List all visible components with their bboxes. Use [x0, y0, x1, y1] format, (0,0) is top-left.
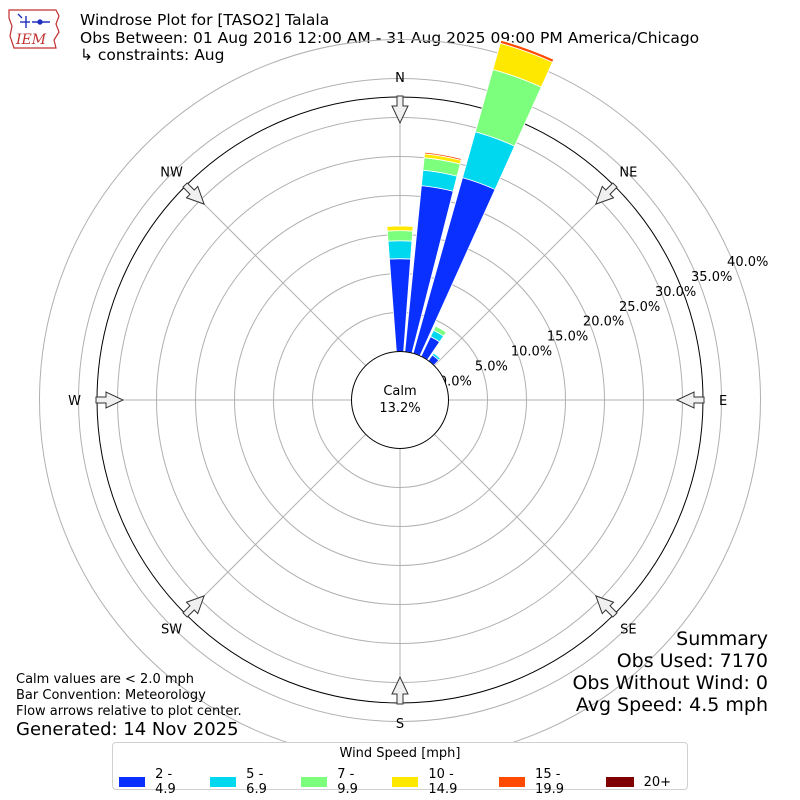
compass-label-NE: NE: [619, 166, 637, 181]
legend-item: 15 - 19.9: [498, 767, 590, 797]
spoke-line: [185, 185, 367, 367]
note-flow-arrows: Flow arrows relative to plot center.: [16, 704, 242, 719]
legend-swatch: [392, 777, 419, 787]
legend-label: 20+: [643, 774, 671, 790]
obs-range: Obs Between: 01 Aug 2016 12:00 AM - 31 A…: [80, 29, 700, 47]
flow-arrow-W: [95, 391, 125, 409]
radial-tick-label: 5.0%: [475, 360, 508, 375]
compass-label-SE: SE: [620, 622, 636, 637]
legend-item: 2 - 4.9: [119, 767, 194, 797]
radial-tick-label: 40.0%: [727, 255, 768, 270]
legend: Wind Speed [mph] 2 - 4.9 5 - 6.9 7 - 9.9 10…: [112, 742, 688, 797]
flow-arrow-SW: [182, 595, 205, 618]
notes: Calm values are < 2.0 mph Bar Convention…: [16, 672, 242, 720]
compass-label-NW: NW: [160, 166, 183, 181]
direction-arrows: [95, 95, 705, 705]
spoke-line: [433, 433, 615, 615]
legend-swatch: [498, 777, 526, 787]
bar-segment-30-3: [435, 324, 448, 333]
radial-tick-label: 25.0%: [619, 300, 660, 315]
compass-label-S: S: [396, 717, 404, 732]
grid-ring: [78, 78, 722, 722]
radial-tick-label: 15.0%: [547, 330, 588, 345]
legend-item: 5 - 6.9: [210, 767, 285, 797]
bar-segment-0-1: [387, 240, 413, 260]
bar-segment-10-4: [424, 151, 462, 161]
flow-arrow-SE: [595, 595, 618, 618]
compass-label-W: W: [68, 394, 81, 409]
chart-title: Windrose Plot for [TASO2] Talala: [80, 11, 330, 29]
bar-segment-40-1: [431, 352, 441, 361]
bar-segment-0-4: [386, 224, 414, 227]
spoke-line: [433, 185, 615, 367]
legend-label: 7 - 9.9: [337, 767, 358, 797]
flow-arrow-N: [391, 95, 409, 125]
legend-item: 10 - 14.9: [392, 767, 483, 797]
compass-label-N: N: [395, 71, 405, 86]
flow-arrow-E: [675, 391, 705, 409]
legend-swatch: [210, 777, 237, 787]
legend-label: 2 - 4.9: [155, 767, 176, 797]
radial-tick-label: 30.0%: [655, 285, 696, 300]
legend-label: 10 - 14.9: [428, 767, 458, 797]
calm-circle: [351, 351, 449, 449]
radial-tick-label: 20.0%: [583, 315, 624, 330]
calm-value: 13.2%: [379, 401, 420, 416]
bar-segment-0-3: [386, 225, 414, 232]
summary-obs-without-wind: Obs Without Wind: 0: [572, 672, 768, 694]
calm-label: Calm: [383, 384, 416, 399]
axis-labels: N NE E SE S SW W NW 0.0%5.0%10.0%15.0%20.0%25.0%…: [68, 71, 768, 732]
legend-swatch: [301, 777, 328, 787]
legend-swatch: [119, 777, 146, 787]
bar-segment-0-2: [386, 230, 414, 242]
legend-swatch: [605, 777, 634, 787]
flow-arrow-S: [391, 675, 409, 705]
summary-obs-used: Obs Used: 7170: [616, 650, 768, 672]
iem-logo: IEM: [6, 6, 62, 50]
summary-heading: Summary: [676, 628, 768, 650]
radial-tick-label: 10.0%: [511, 345, 552, 360]
generated-date: Generated: 14 Nov 2025: [16, 719, 239, 740]
flow-arrow-NW: [182, 182, 205, 205]
summary-avg-speed: Avg Speed: 4.5 mph: [575, 694, 768, 716]
spoke-line: [185, 433, 367, 615]
legend-label: 15 - 19.9: [535, 767, 564, 797]
compass-label-E: E: [719, 394, 727, 409]
legend-label: 5 - 6.9: [246, 767, 267, 797]
bar-segment-20-5: [500, 38, 555, 60]
legend-item: 7 - 9.9: [301, 767, 376, 797]
compass-label-SW: SW: [161, 622, 182, 637]
radial-tick-label: 35.0%: [691, 270, 732, 285]
flow-arrow-NE: [595, 182, 618, 205]
legend-item: 20+: [605, 767, 671, 797]
note-bar-convention: Bar Convention: Meteorology: [16, 688, 206, 703]
constraints: ↳ constraints: Aug: [80, 46, 225, 64]
radial-tick-label: 0.0%: [439, 374, 472, 389]
note-calm: Calm values are < 2.0 mph: [16, 672, 195, 687]
legend-title: Wind Speed [mph]: [339, 746, 461, 761]
summary: Summary Obs Used: 7170 Obs Without Wind:…: [572, 628, 768, 716]
bars: [386, 38, 555, 366]
logo-text: IEM: [15, 32, 47, 48]
legend-items: 2 - 4.9 5 - 6.9 7 - 9.9 10 - 14.9 15 - 19.9 2…: [119, 767, 687, 797]
